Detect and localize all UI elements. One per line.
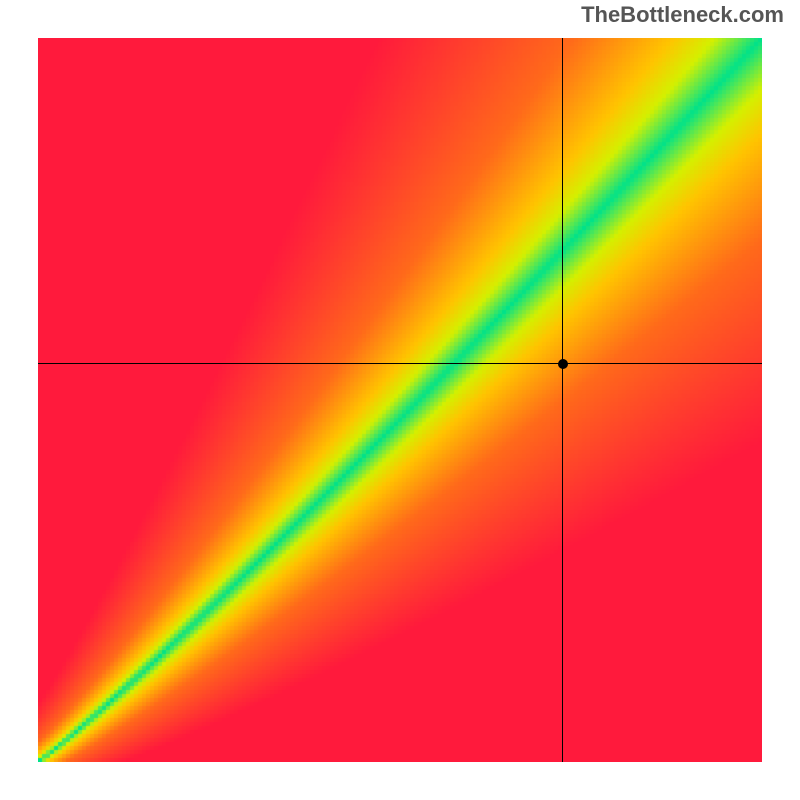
- chart-frame: [38, 38, 762, 762]
- crosshair-horizontal: [38, 363, 762, 364]
- crosshair-vertical: [562, 38, 563, 762]
- crosshair-marker: [558, 359, 568, 369]
- watermark-text: TheBottleneck.com: [581, 2, 784, 28]
- bottleneck-heatmap: [38, 38, 762, 762]
